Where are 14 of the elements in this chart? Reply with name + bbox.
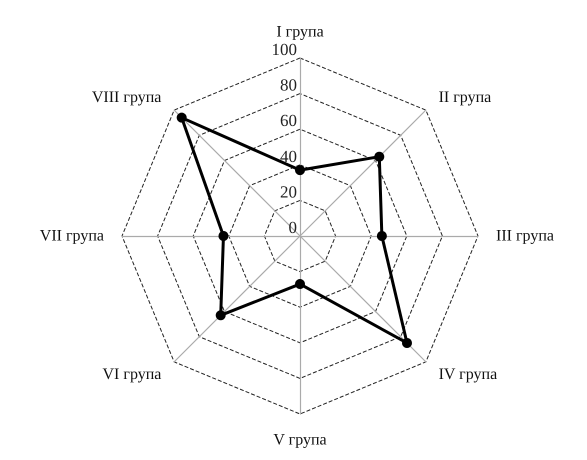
spoke-label: VIII група xyxy=(92,88,162,106)
y-tick-label: 20 xyxy=(280,182,297,202)
y-tick-label: 0 xyxy=(288,218,297,237)
spoke-label: IV група xyxy=(438,366,498,384)
spoke-label: III група xyxy=(496,228,554,244)
spoke-label: I група xyxy=(276,24,324,40)
y-tick-label: 60 xyxy=(280,111,297,130)
y-tick-label: 40 xyxy=(280,146,297,166)
spoke-label: V група xyxy=(273,432,327,448)
spoke-label: VII група xyxy=(40,228,104,244)
spoke-label: II група xyxy=(438,88,492,106)
y-tick-label: 100 xyxy=(272,40,297,59)
y-tick-label: 80 xyxy=(280,76,297,95)
spoke-label: VI група xyxy=(102,366,162,384)
